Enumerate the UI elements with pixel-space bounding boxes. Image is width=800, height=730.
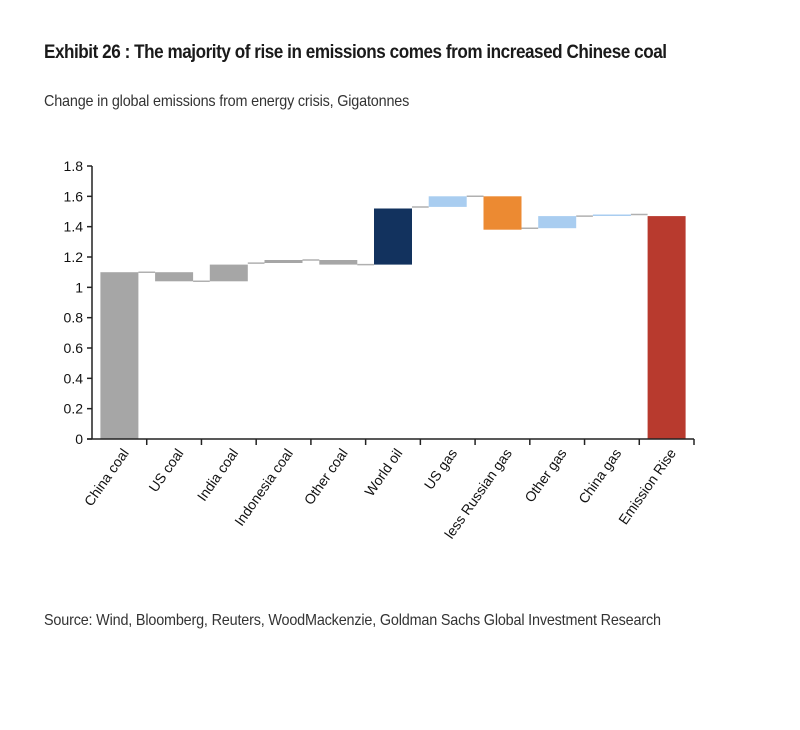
y-tick-label: 0.2 [64,401,84,417]
x-category-label: Other coal [301,446,351,508]
y-tick-label: 1 [75,279,83,295]
y-tick-labels: 0 0.2 0.4 0.6 0.8 1 1.2 1.4 1.6 1.8 [64,158,84,447]
bar-world-oil [374,208,412,265]
bars-group [100,196,686,439]
bar-us-coal [155,272,194,282]
y-tick-label: 1.4 [64,219,84,235]
bar-china-gas [592,214,631,216]
bar-other-coal [319,260,358,265]
bar-us-gas [428,196,467,207]
bar-less-russian-gas [483,196,522,230]
x-category-label: US coal [145,446,186,495]
y-tick-label: 1.8 [64,158,84,174]
x-category-label: Emission Rise [615,445,679,527]
x-category-label: Other gas [521,446,569,506]
y-tick-label: 0.6 [64,340,84,356]
x-category-label: Indonesia coal [231,446,296,529]
axes-group [87,165,695,445]
x-category-label: China gas [575,446,624,507]
bar-indonesia-coal [264,260,303,263]
y-tick-label: 0.8 [64,310,84,326]
x-category-label: US gas [421,446,460,493]
x-category-label: China coal [81,446,132,509]
x-category-label: India coal [194,446,241,504]
bar-india-coal [209,264,248,282]
y-tick-label: 0.4 [64,370,84,386]
bar-emission-rise [647,216,686,439]
bar-china-coal [100,272,139,439]
y-tick-label: 0 [75,431,83,447]
y-tick-label: 1.2 [64,249,84,265]
chart-subtitle: Change in global emissions from energy c… [44,93,410,110]
connector-lines [138,195,648,283]
waterfall-chart: 0 0.2 0.4 0.6 0.8 1 1.2 1.4 1.6 1.8 China coal US … [64,158,695,541]
chart-title: Exhibit 26 : The majority of rise in emi… [44,42,667,63]
y-tick-label: 1.6 [64,188,84,204]
bar-other-gas [538,216,577,229]
source-note: Source: Wind, Bloomberg, Reuters, WoodMa… [44,612,661,629]
x-category-label: World oil [361,446,405,500]
